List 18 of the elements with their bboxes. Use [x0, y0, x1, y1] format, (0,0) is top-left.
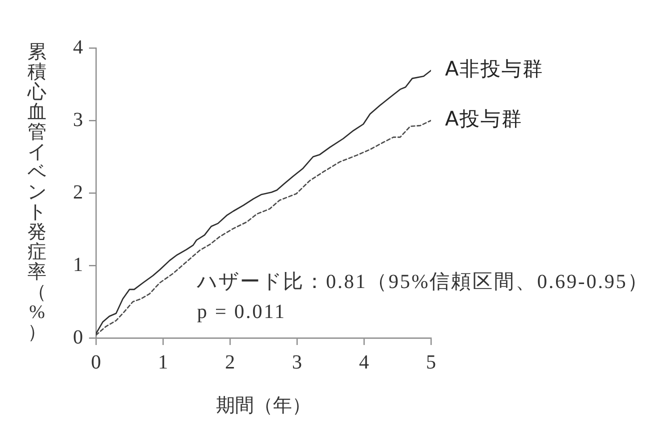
x-axis-title: 期間（年） [216, 396, 311, 417]
y-tick-label: 4 [73, 36, 83, 58]
line-series [96, 120, 431, 336]
y-tick-label: 1 [73, 254, 83, 276]
y-tick-label: 3 [73, 108, 83, 131]
text: 累積心血管イベント発症率（%） [28, 42, 46, 343]
annotation: p = 0.011 [197, 300, 286, 325]
x-tick-label: 2 [225, 351, 235, 374]
annotation: ハザード比：0.81（95%信頼区間、0.69-0.95） [197, 270, 649, 295]
series-label: A投与群 [445, 106, 523, 131]
x-tick-label: 0 [91, 351, 101, 374]
x-tick-label: 3 [292, 351, 302, 374]
x-tick-label: 1 [158, 351, 168, 374]
x-tick-label: 4 [359, 351, 369, 374]
series-label: A非投与群 [445, 56, 544, 81]
y-tick-label: 0 [73, 326, 83, 348]
y-tick-label: 2 [73, 181, 83, 204]
x-tick-label: 5 [426, 351, 436, 374]
